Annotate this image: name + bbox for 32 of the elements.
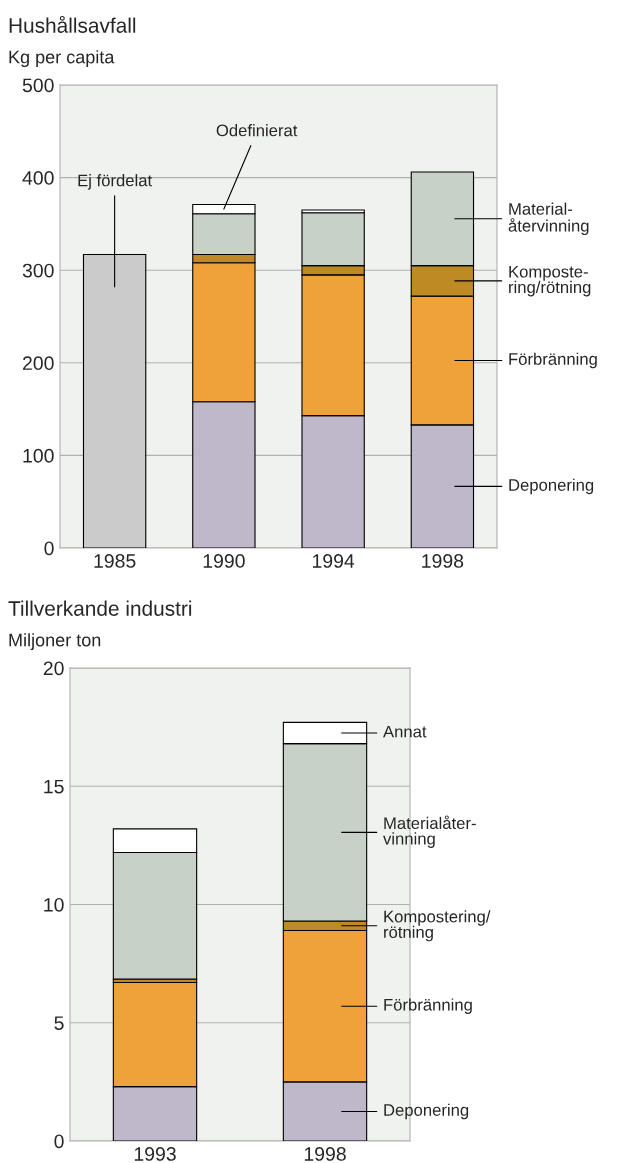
legend-label: Kompostering/ rötning [384, 910, 491, 942]
text: Odefinierat [216, 124, 298, 137]
y-axis-title: Miljoner ton [9, 633, 101, 650]
legend-label: Materialåter- vinning [383, 815, 476, 848]
y-tick-label: 400 [22, 171, 54, 185]
y-tick-label: 15 [44, 779, 64, 794]
y-tick-label: 0 [54, 1134, 64, 1149]
chart-title: Hushållsavfall [9, 15, 136, 33]
chart-title: Tillverkande industri [8, 600, 192, 616]
y-tick-label: 100 [23, 448, 54, 463]
y-axis-title: Kg per capita [9, 50, 115, 67]
legend-label: Komposte- ring/rötning [509, 265, 591, 297]
legend-label: Förbränning [384, 998, 472, 1014]
x-tick-label: 1998 [304, 1147, 346, 1161]
x-tick-label: 1990 [203, 554, 245, 568]
y-tick-label: 0 [44, 541, 54, 556]
legend-label: Deponering [384, 1103, 469, 1120]
text: Ej fördelat [78, 174, 153, 190]
legend-label: Material- återvinning [508, 202, 589, 236]
y-tick-label: 500 [22, 78, 54, 93]
x-tick-label: 1998 [422, 554, 464, 568]
legend-label: Förbränning [509, 352, 597, 369]
y-tick-label: 300 [22, 263, 54, 278]
legend-label: Annat [383, 725, 427, 738]
x-tick-label: 1985 [94, 554, 136, 568]
y-tick-label: 10 [44, 897, 64, 912]
y-tick-label: 5 [54, 1016, 64, 1030]
y-tick-label: 200 [22, 356, 54, 371]
y-tick-label: 20 [43, 661, 64, 676]
x-tick-label: 1993 [134, 1147, 176, 1161]
x-tick-label: 1994 [312, 554, 355, 568]
legend-label: Deponering [509, 478, 594, 495]
